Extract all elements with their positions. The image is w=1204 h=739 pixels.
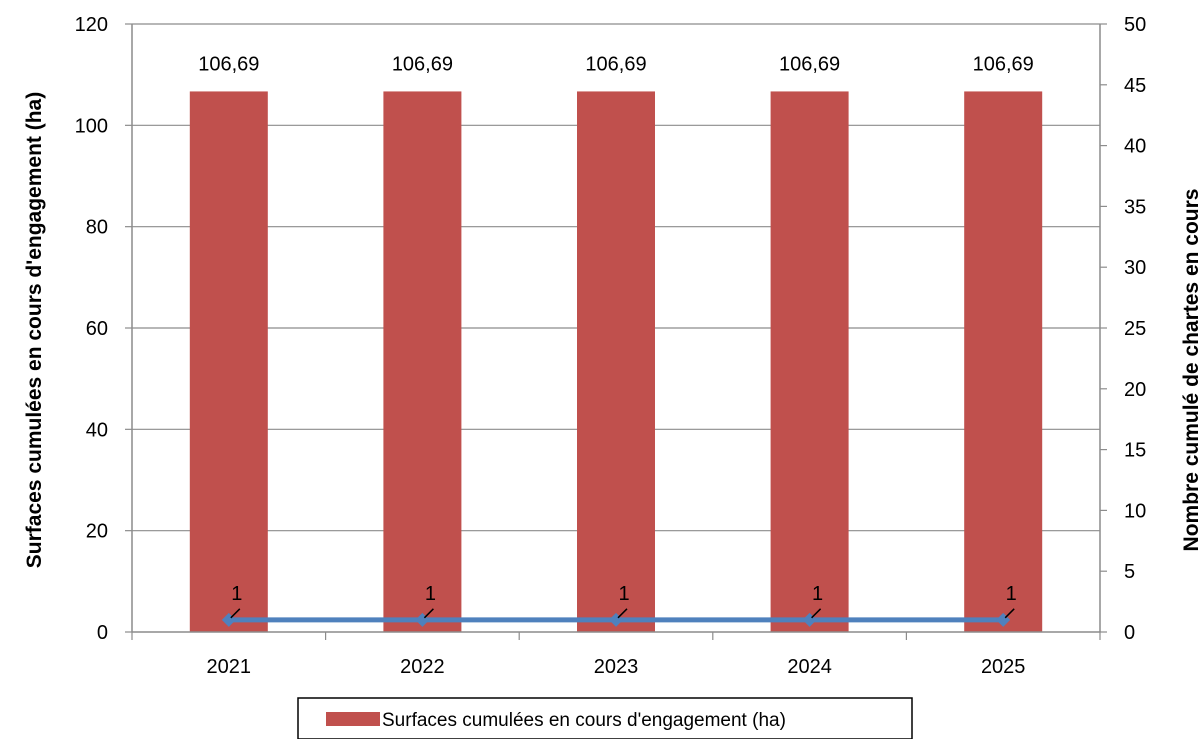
x-axis-ticks: 2021 2022 2023 2024 2025: [131, 632, 1101, 678]
bar-value-label: 106,69: [779, 53, 840, 75]
bar: [383, 91, 462, 633]
left-axis-ticks: 0 20 40 60 80 100 120: [75, 14, 132, 644]
label-leader: [1004, 608, 1015, 619]
bar: [770, 91, 849, 633]
y-tick-label: 20: [86, 521, 108, 543]
line-value-label: 1: [231, 583, 242, 605]
y2-axis-title: Nombre cumulé de chartes en cours: [1180, 189, 1203, 552]
line-series: [221, 612, 1011, 627]
y2-tick-label: 15: [1124, 440, 1146, 462]
x-tick-label: 2021: [207, 656, 252, 678]
label-leader: [811, 608, 822, 619]
y-tick-label: 120: [75, 14, 108, 36]
bar-value-label: 106,69: [198, 53, 259, 75]
bar-value-label: 106,69: [973, 53, 1034, 75]
x-tick-label: 2023: [594, 656, 639, 678]
y2-tick-label: 35: [1124, 196, 1146, 218]
y-tick-label: 0: [97, 622, 108, 644]
line-value-label: 1: [425, 583, 436, 605]
y2-tick-label: 10: [1124, 500, 1146, 522]
legend: Surfaces cumulées en cours d'engagement …: [297, 697, 913, 739]
y-tick-label: 60: [86, 318, 108, 340]
bar: [189, 91, 268, 633]
right-axis-ticks: 0 5 10 15 20 25 30 35 40 45 50: [1100, 14, 1146, 644]
y2-tick-label: 50: [1124, 14, 1146, 36]
y-tick-label: 80: [86, 217, 108, 239]
label-leader: [230, 608, 241, 619]
x-tick-label: 2025: [981, 656, 1026, 678]
bar: [964, 91, 1043, 633]
y-axis-title: Surfaces cumulées en cours d'engagement …: [23, 92, 46, 568]
legend-label: Surfaces cumulées en cours d'engagement …: [382, 710, 786, 731]
bar-value-label: 106,69: [585, 53, 646, 75]
bar-series: [189, 91, 1043, 633]
line-value-label: 1: [812, 583, 823, 605]
y-tick-label: 40: [86, 419, 108, 441]
y2-tick-label: 30: [1124, 257, 1146, 279]
x-tick-label: 2024: [787, 656, 832, 678]
bar-value-label: 106,69: [392, 53, 453, 75]
legend-box: [297, 697, 913, 739]
data-labels: 106,69 106,69 106,69 106,69 106,69 1 1 1 1 1: [198, 53, 1034, 619]
y2-tick-label: 40: [1124, 136, 1146, 158]
x-tick-label: 2022: [400, 656, 445, 678]
label-leader: [423, 608, 434, 619]
label-leader: [617, 608, 628, 619]
y2-tick-label: 0: [1124, 622, 1135, 644]
line-value-label: 1: [618, 583, 629, 605]
bar: [577, 91, 655, 633]
y2-tick-label: 5: [1124, 561, 1135, 583]
y-tick-label: 100: [75, 115, 108, 137]
y2-tick-label: 20: [1124, 379, 1146, 401]
y2-tick-label: 45: [1124, 75, 1146, 97]
legend-swatch: [326, 712, 380, 726]
line-value-label: 1: [1006, 583, 1017, 605]
y2-tick-label: 25: [1124, 318, 1146, 340]
